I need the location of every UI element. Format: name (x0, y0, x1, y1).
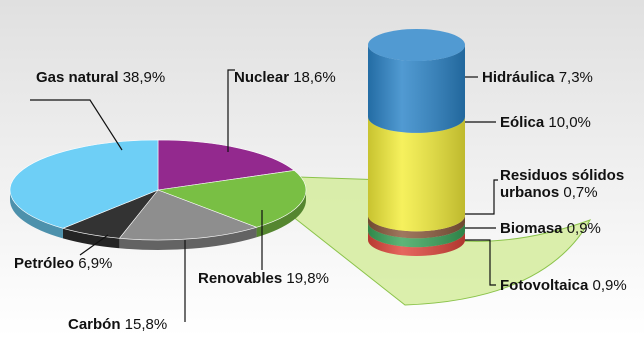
label-hidraulica: Hidráulica 7,3% (482, 69, 593, 86)
pie-side-gas-natural (10, 190, 63, 239)
pie-slice-nuclear (157, 139, 295, 191)
cylinder-shade-eolica (368, 116, 465, 232)
cylinder-shade-residuos-solidos (368, 215, 465, 239)
pie-side-petroleo (62, 228, 120, 249)
leader-residuos (465, 179, 498, 215)
label-biomasa: Biomasa 0,9% (500, 220, 601, 237)
label-gas-natural: Gas natural 38,9% (36, 69, 165, 86)
cylinder-top-highlight (368, 29, 465, 61)
cylinder-shade-hidraulica (368, 45, 465, 133)
cylinder-shade-fotovoltaica (368, 231, 465, 256)
label-nuclear: Nuclear 18,6% (234, 69, 336, 86)
leader-fotovoltaica (465, 239, 496, 286)
label-residuos-line2: urbanos 0,7% (500, 184, 598, 201)
cylinder-top-cap (368, 29, 465, 61)
pie-slice-carbon (118, 189, 258, 241)
cylinder-shade-biomasa (368, 222, 465, 248)
pie-labels: Gas natural 38,9% Nuclear 18,6% Renovabl… (14, 69, 336, 333)
renewables-cylinder (368, 29, 465, 256)
pie-side-carbon (119, 227, 257, 250)
label-petroleo: Petróleo 6,9% (14, 255, 112, 272)
pie-slice-gas-natural (9, 139, 159, 229)
label-renovables: Renovables 19,8% (198, 270, 329, 287)
leader-nuclear (227, 69, 235, 152)
cylinder-labels: Hidráulica 7,3% Eólica 10,0% Residuos só… (482, 69, 627, 294)
pie-slice-renovables (157, 170, 307, 228)
leader-petroleo (79, 234, 109, 256)
label-carbon: Carbón 15,8% (68, 316, 167, 333)
label-fotovoltaica: Fotovoltaica 0,9% (500, 277, 627, 294)
leader-lines (30, 69, 498, 322)
label-eolica: Eólica 10,0% (500, 114, 591, 131)
pie-side-renovables (256, 190, 306, 238)
label-residuos: Residuos sólidos (500, 167, 624, 184)
pie-chart (9, 139, 307, 250)
leader-gas-natural (30, 99, 123, 151)
